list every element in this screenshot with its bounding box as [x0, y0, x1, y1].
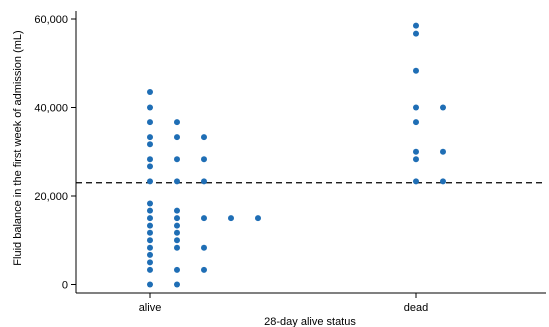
data-point-dead: [440, 148, 446, 155]
data-point-alive: [147, 141, 153, 148]
data-point-dead: [413, 30, 419, 37]
data-point-alive: [174, 207, 180, 214]
x-tick-label: alive: [139, 302, 162, 314]
data-point-alive: [201, 215, 207, 222]
data-point-dead: [440, 178, 446, 185]
data-point-alive: [201, 266, 207, 273]
data-point-alive: [201, 178, 207, 185]
data-point-alive: [174, 178, 180, 185]
data-point-dead: [413, 67, 419, 74]
y-tick-label: 0: [62, 280, 68, 292]
data-point-dead: [413, 156, 419, 163]
data-point-alive: [174, 119, 180, 126]
data-point-alive: [147, 229, 153, 236]
data-point-alive: [174, 156, 180, 163]
data-point-alive: [201, 244, 207, 251]
x-axis-title: 28-day alive status: [264, 316, 356, 327]
x-axis: alive dead 28-day alive status: [76, 292, 546, 327]
data-point-dead: [413, 104, 419, 111]
data-point-alive: [147, 207, 153, 214]
data-point-alive: [174, 244, 180, 251]
data-point-alive: [147, 163, 153, 170]
data-point-alive: [174, 266, 180, 273]
data-point-dead: [440, 104, 446, 111]
data-point-dead: [413, 22, 419, 29]
data-point-alive: [147, 104, 153, 111]
y-tick-label: 20,000: [34, 191, 68, 203]
data-point-alive: [147, 200, 153, 207]
x-tick-label: dead: [404, 302, 428, 314]
data-point-alive: [201, 156, 207, 163]
data-point-dead: [413, 178, 419, 185]
data-point-alive: [147, 134, 153, 141]
data-point-alive: [147, 119, 153, 126]
y-tick-label: 60,000: [34, 14, 68, 26]
data-point-alive: [174, 134, 180, 141]
data-point-alive: [147, 237, 153, 244]
data-point-alive: [174, 229, 180, 236]
y-axis-title: Fluid balance in the first week of admis…: [12, 30, 24, 265]
data-point-alive: [147, 259, 153, 266]
data-point-dead: [413, 119, 419, 126]
data-point-alive: [147, 222, 153, 229]
data-point-alive: [174, 237, 180, 244]
data-point-dead: [413, 148, 419, 155]
data-point-alive: [174, 281, 180, 288]
data-point-alive: [228, 215, 234, 222]
data-point-alive: [147, 215, 153, 222]
data-point-alive: [174, 215, 180, 222]
data-point-alive: [174, 222, 180, 229]
data-point-alive: [147, 251, 153, 258]
x-ticks: alive dead: [139, 293, 428, 314]
data-point-alive: [147, 178, 153, 185]
y-tick-label: 40,000: [34, 103, 68, 115]
data-point-alive: [255, 215, 261, 222]
data-point-alive: [147, 89, 153, 96]
data-point-alive: [147, 266, 153, 273]
data-point-alive: [147, 281, 153, 288]
data-point-alive: [201, 134, 207, 141]
y-ticks: 0 20,000 40,000 60,000: [34, 14, 76, 292]
data-point-alive: [147, 156, 153, 163]
y-axis: 0 20,000 40,000 60,000 Fluid balance in the…: [12, 11, 77, 293]
data-points: [147, 22, 446, 288]
data-point-alive: [147, 244, 153, 251]
